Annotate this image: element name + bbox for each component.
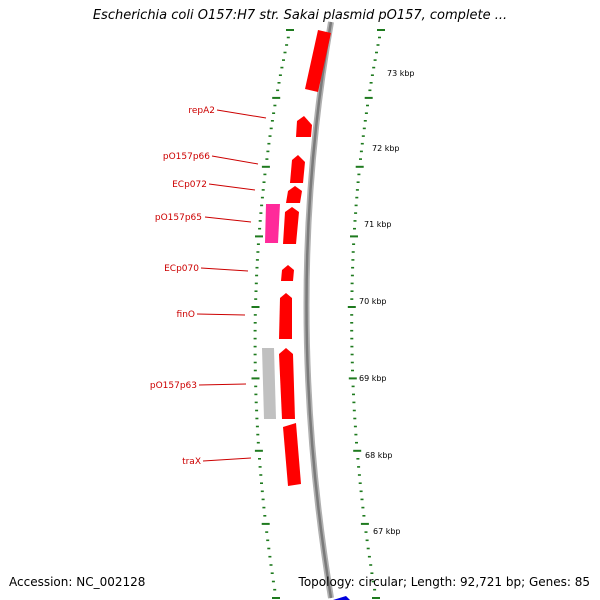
gene-finO[interactable]: [279, 293, 292, 339]
gene-pO157p63[interactable]: [279, 348, 295, 419]
scale-label-73kbp: 73 kbp: [387, 69, 415, 78]
gene-pO157p66[interactable]: [290, 155, 305, 183]
gene-pO157p63-gray[interactable]: [262, 348, 276, 419]
gene-label-pO157p65[interactable]: pO157p65: [155, 213, 202, 223]
scale-label-71kbp: 71 kbp: [364, 220, 392, 229]
accession-label: Accession: NC_002128: [9, 575, 146, 589]
gene-labels: repA2 pO157p66 ECp072 pO157p65 ECp070 fi…: [150, 106, 215, 467]
gene-blue-marker[interactable]: [333, 596, 350, 600]
outer-tick-ring: [347, 29, 385, 599]
gene-ECp070[interactable]: [281, 265, 294, 281]
gene-pO157p65-magenta[interactable]: [265, 204, 280, 243]
gene-ECp072[interactable]: [286, 186, 302, 203]
scale-label-72kbp: 72 kbp: [372, 144, 400, 153]
scale-labels: 73 kbp 72 kbp 71 kbp 70 kbp 69 kbp 68 kb…: [359, 69, 415, 536]
plasmid-backbone-inner: [305, 21, 333, 599]
label-leader-lines: [196, 109, 267, 462]
gene-features: [262, 30, 350, 600]
scale-label-67kbp: 67 kbp: [373, 527, 401, 536]
gene-label-ECp072[interactable]: ECp072: [172, 180, 207, 190]
gene-pO157p65[interactable]: [283, 207, 299, 244]
scale-label-70kbp: 70 kbp: [359, 297, 387, 306]
scale-label-68kbp: 68 kbp: [365, 451, 393, 460]
gene-label-finO[interactable]: finO: [177, 310, 195, 320]
topology-label: Topology: circular; Length: 92,721 bp; G…: [298, 575, 590, 589]
gene-label-repA2[interactable]: repA2: [188, 106, 215, 116]
gene-traX[interactable]: [283, 423, 301, 486]
gene-label-pO157p66[interactable]: pO157p66: [163, 152, 210, 162]
gene-top-arrow[interactable]: [305, 30, 331, 92]
inner-tick-ring: [251, 29, 294, 599]
gene-label-traX[interactable]: traX: [182, 457, 201, 467]
gene-repA2[interactable]: [296, 116, 312, 137]
map-title: Escherichia coli O157:H7 str. Sakai plas…: [92, 8, 508, 23]
gene-label-ECp070[interactable]: ECp070: [164, 264, 199, 274]
gene-label-pO157p63[interactable]: pO157p63: [150, 381, 197, 391]
scale-label-69kbp: 69 kbp: [359, 374, 387, 383]
